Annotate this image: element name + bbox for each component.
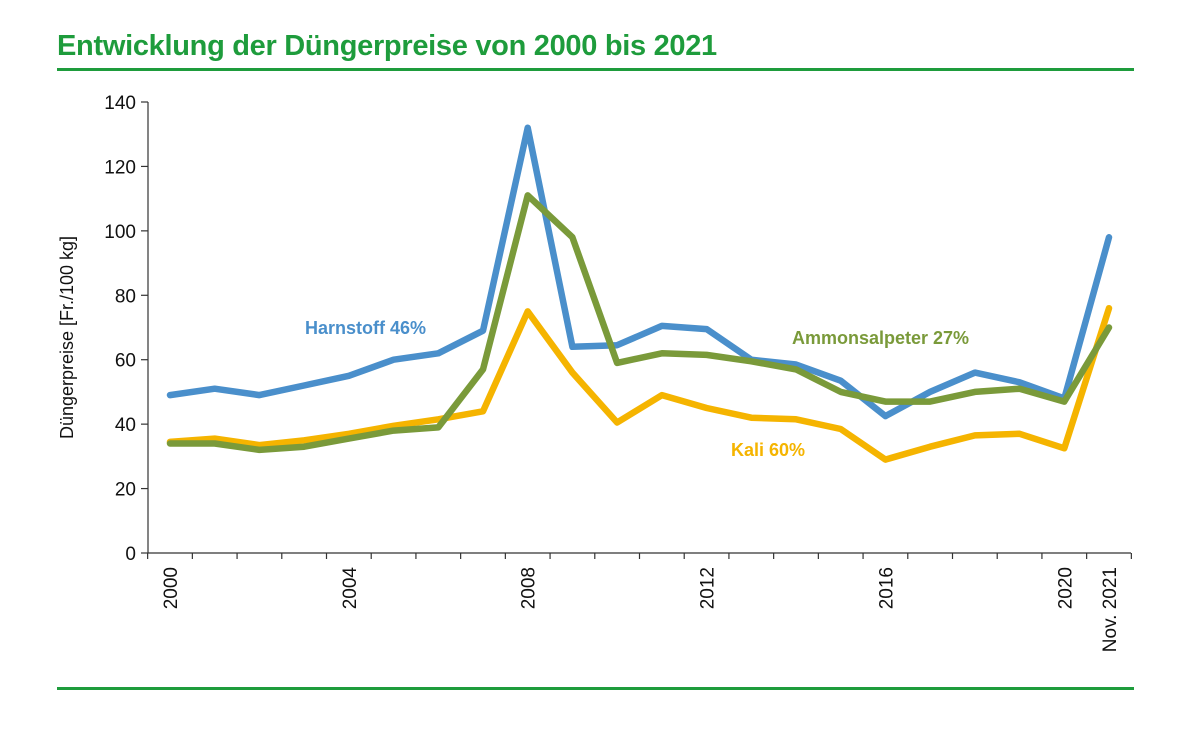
y-tick-label: 100 <box>104 222 136 243</box>
x-tick-label: 2012 <box>698 567 719 609</box>
y-axis-title: Düngerpreise [Fr./100 kg] <box>57 236 77 439</box>
chart-title: Entwicklung der Düngerpreise von 2000 bi… <box>57 30 717 62</box>
x-tick-label: 2016 <box>876 567 897 609</box>
x-tick-label: 2020 <box>1055 567 1076 609</box>
y-tick-label: 140 <box>104 93 136 114</box>
y-tick-label: 120 <box>104 157 136 178</box>
series-labels: Harnstoff 46% Kali 60% Ammonsalpeter 27% <box>305 318 969 460</box>
y-tick-label: 80 <box>115 286 136 307</box>
series-line-0 <box>166 124 1113 420</box>
x-tick-label: Nov. 2021 <box>1100 567 1121 652</box>
series-line-2 <box>166 192 1113 454</box>
series-label-1: Kali 60% <box>731 440 805 460</box>
series-line-1 <box>166 304 1113 463</box>
x-tick-label: 2004 <box>340 567 361 610</box>
x-tick-label: 2000 <box>161 567 182 609</box>
series-lines <box>166 124 1113 463</box>
series-label-2: Ammonsalpeter 27% <box>792 328 969 348</box>
series-label-0: Harnstoff 46% <box>305 318 426 338</box>
footer-divider <box>57 687 1134 690</box>
y-tick-label: 20 <box>115 480 136 501</box>
title-divider <box>57 68 1134 71</box>
axes: 0 20 40 60 80 100 120 140 2000 2004 2008 2012 2016 20… <box>57 93 1132 652</box>
x-tick-label: 2008 <box>519 567 540 609</box>
y-tick-label: 0 <box>125 544 136 565</box>
y-tick-label: 60 <box>115 351 136 372</box>
y-tick-label: 40 <box>115 415 136 436</box>
